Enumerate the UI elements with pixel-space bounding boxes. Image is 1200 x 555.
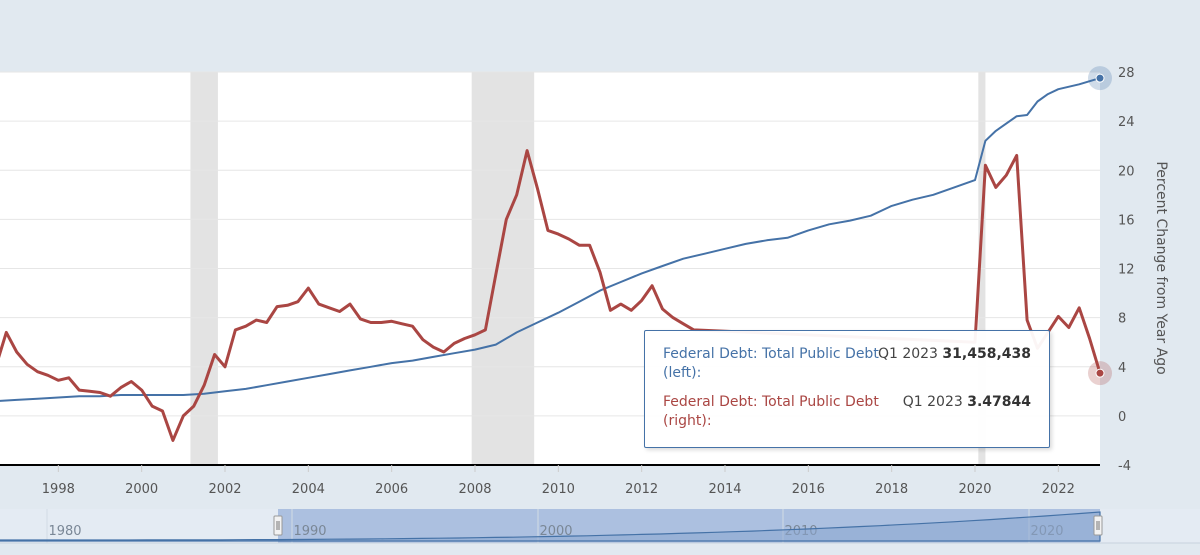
tooltip-series-name-left: Federal Debt: Total Public Debt (left):: [663, 346, 879, 381]
x-tick-label: 1998: [42, 482, 75, 497]
tooltip-period-left: Q1 2023: [877, 346, 938, 362]
hover-point-left: [1095, 73, 1105, 83]
navigator-left-handle[interactable]: [273, 515, 283, 536]
x-axis-ticks: 1998 2000 2002 2004 2006 2008 2010 2012 2014 2016…: [42, 465, 1075, 497]
x-tick-label: 2002: [208, 482, 241, 497]
right-axis-title: Percent Change from Year Ago: [1153, 161, 1169, 374]
y-tick-label: 16: [1118, 213, 1135, 228]
navigator-year-label: 1980: [48, 524, 81, 539]
x-tick-label: 2008: [458, 482, 491, 497]
range-navigator[interactable]: 19801990200020102020: [0, 509, 1200, 544]
series-line-right: [0, 149, 1102, 442]
header-band: [0, 0, 1200, 72]
y-tick-label: 12: [1118, 263, 1135, 278]
hover-markers: [1088, 66, 1112, 386]
tooltip-number-right: 3.47844: [967, 394, 1031, 410]
x-tick-label: 2014: [708, 482, 741, 497]
x-tick-label: 2010: [542, 482, 575, 497]
y-tick-label: -4: [1118, 459, 1131, 474]
y-tick-label: 4: [1118, 361, 1126, 376]
x-tick-label: 2004: [292, 482, 325, 497]
navigator-series-line: [0, 511, 1101, 542]
navigator-year-label: 2000: [539, 524, 572, 539]
right-y-axis-ticks: -4 0 4 8 12 16 20 24 28: [1118, 66, 1135, 474]
hover-point-right: [1095, 368, 1105, 378]
tooltip-value-left: Q1 2023 31,458,438: [878, 345, 1031, 364]
y-tick-label: 24: [1118, 115, 1135, 130]
series-lines: [0, 77, 1102, 442]
tooltip-series-name-right: Federal Debt: Total Public Debt (right):: [663, 394, 879, 429]
navigator-right-handle[interactable]: [1093, 515, 1103, 536]
x-tick-label: 2018: [875, 482, 908, 497]
x-tick-label: 2016: [792, 482, 825, 497]
data-tooltip: Federal Debt: Total Public Debt (left): …: [644, 330, 1050, 448]
x-tick-label: 2022: [1042, 482, 1075, 497]
y-tick-label: 0: [1118, 410, 1126, 425]
x-tick-label: 2006: [375, 482, 408, 497]
tooltip-value-right: Q1 2023 3.47844: [903, 393, 1031, 412]
x-tick-label: 2000: [125, 482, 158, 497]
x-tick-label: 2012: [625, 482, 658, 497]
y-tick-label: 8: [1118, 312, 1126, 327]
series-line-left: [0, 77, 1101, 402]
y-tick-label: 20: [1118, 164, 1135, 179]
x-tick-label: 2020: [958, 482, 991, 497]
y-tick-label: 28: [1118, 66, 1135, 81]
tooltip-number-left: 31,458,438: [942, 346, 1031, 362]
navigator-year-label: 1990: [293, 524, 326, 539]
tooltip-period-right: Q1 2023: [902, 394, 963, 410]
